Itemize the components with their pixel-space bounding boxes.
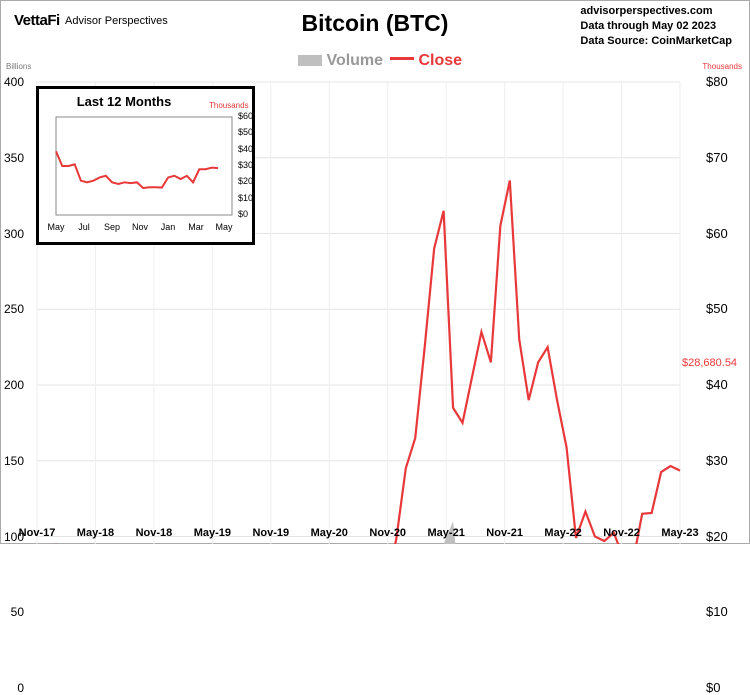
chart-title: Bitcoin (BTC)	[301, 10, 449, 36]
y-left-tick: 50	[10, 605, 24, 620]
y-right-tick: $60	[706, 225, 728, 241]
x-tick: May-18	[76, 527, 115, 539]
inset-y-tick: $0	[238, 209, 249, 219]
y-right-tick: $30	[706, 452, 728, 468]
inset-x-tick: Jul	[78, 222, 90, 232]
x-tick: Nov-18	[135, 527, 173, 539]
y-left-tick: 150	[3, 453, 24, 468]
main-chart	[36, 81, 681, 544]
y-right-tick: $80	[706, 74, 728, 89]
y-left-tick: 300	[3, 226, 24, 241]
inset-plot-border	[55, 116, 233, 216]
legend-close-swatch	[390, 57, 414, 60]
inset-title: Last 12 Months	[76, 94, 172, 109]
x-tick: Nov-20	[369, 527, 407, 539]
right-axis-unit: Thousands	[702, 62, 742, 71]
brand-logo: VettaFi	[14, 12, 60, 29]
x-tick: Nov-19	[252, 527, 290, 539]
legend-close: Close	[390, 52, 462, 70]
inset-close-line	[55, 150, 219, 190]
y-right-tick: $70	[706, 149, 728, 165]
last-value-label: $28,680.54	[682, 357, 738, 369]
data-source: Data Source: CoinMarketCap	[580, 35, 732, 47]
volume-area	[443, 521, 456, 544]
legend-volume-swatch	[298, 55, 322, 66]
inset-x-tick: Mar	[188, 222, 204, 232]
inset-plot	[55, 116, 233, 216]
y-left-tick: 100	[3, 529, 24, 544]
y-right-tick: $0	[706, 680, 721, 695]
y-right-tick: $10	[706, 604, 728, 620]
inset-y-tick: $60	[238, 111, 254, 121]
x-tick: May-20	[310, 527, 348, 539]
y-right-tick: $40	[706, 377, 728, 392]
brand-subtitle: Advisor Perspectives	[65, 15, 168, 27]
inset-y-tick: $30	[238, 160, 254, 170]
left-axis-unit: Billions	[6, 62, 32, 71]
x-tick: Nov-22	[603, 527, 640, 539]
inset-axis-unit: Thousands	[209, 101, 249, 110]
inset-x-tick: May	[215, 222, 233, 232]
y-left-tick: 200	[3, 378, 24, 392]
inset-y-tick: $50	[238, 127, 254, 138]
y-left-tick: 400	[3, 75, 24, 89]
y-right-tick: $20	[706, 528, 728, 544]
y-left-tick: 0	[17, 681, 24, 695]
x-tick: May-23	[661, 527, 699, 539]
close-line	[54, 180, 681, 544]
y-right-tick: $50	[706, 301, 728, 317]
inset-chart: Last 12 Months Thousands $0 $10 $20 $30 $40 $…	[36, 86, 255, 245]
inset-x-tick: Nov	[131, 222, 148, 232]
x-tick: Nov-21	[486, 527, 523, 539]
inset-x-tick: May	[47, 222, 65, 232]
y-left-tick: 350	[3, 150, 24, 165]
inset-y-tick: $10	[238, 192, 254, 203]
inset-y-tick: $20	[238, 176, 254, 187]
site: advisorperspectives.com	[580, 5, 713, 17]
x-tick: May-19	[193, 527, 231, 539]
x-tick: May-21	[427, 527, 465, 539]
inset-y-tick: $40	[238, 143, 254, 154]
inset-x-tick: Jan	[160, 222, 176, 232]
y-left-tick: 250	[3, 302, 24, 317]
x-tick: May-22	[544, 527, 582, 539]
source-block: advisorperspectives.com Data through May …	[580, 4, 732, 49]
x-tick: Nov-17	[18, 527, 56, 539]
data-through: Data through May 02 2023	[580, 20, 717, 32]
inset-x-tick: Sep	[103, 222, 120, 232]
legend-volume: Volume	[298, 52, 383, 70]
